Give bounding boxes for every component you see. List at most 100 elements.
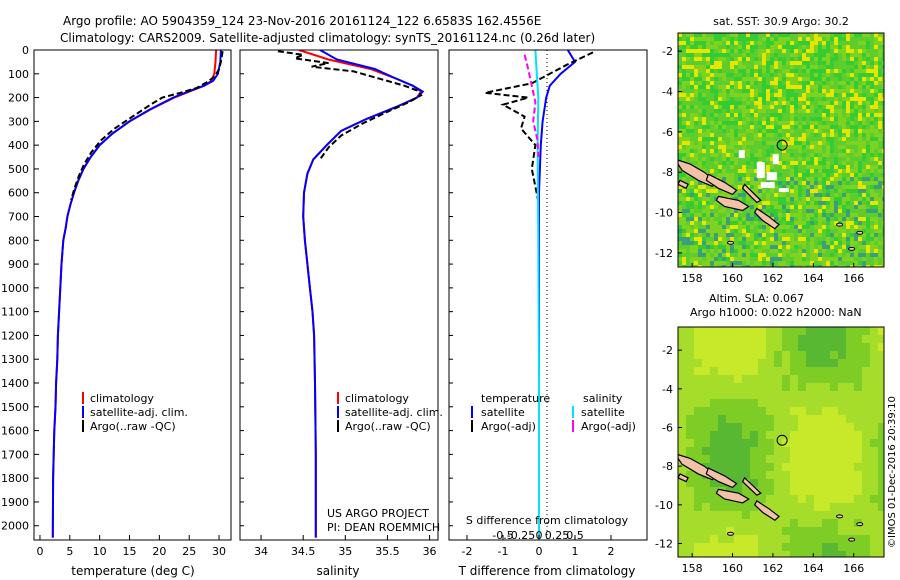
sst-cell	[862, 153, 866, 157]
sst-cell	[866, 149, 870, 153]
sst-cell	[678, 157, 682, 161]
sst-cell	[722, 49, 726, 53]
sst-cell	[802, 237, 806, 241]
sst-cell	[694, 69, 698, 73]
sst-cell	[694, 33, 698, 37]
sst-cell	[834, 237, 838, 241]
sst-cell	[870, 69, 874, 73]
sst-cell	[750, 65, 754, 69]
sst-cell	[778, 253, 782, 257]
sst-cell	[790, 249, 794, 253]
sst-cell	[814, 121, 818, 125]
sla-cell	[782, 399, 790, 407]
sst-cell	[682, 125, 686, 129]
sst-cell	[774, 137, 778, 141]
sst-cell	[690, 245, 694, 249]
sst-cell	[842, 265, 846, 267]
sla-cell	[790, 327, 798, 335]
sst-cell	[762, 145, 766, 149]
sst-cell	[862, 261, 866, 265]
sst-cell	[806, 173, 810, 177]
sst-cell	[726, 89, 730, 93]
sst-cell	[754, 137, 758, 141]
sst-cell	[798, 233, 802, 237]
sst-cell	[822, 57, 826, 61]
sst-cell	[726, 69, 730, 73]
sst-cell	[798, 85, 802, 89]
sst-cell	[866, 89, 870, 93]
sst-cell	[734, 169, 738, 173]
sst-cell	[814, 129, 818, 133]
sst-cell	[758, 89, 762, 93]
sla-cell	[694, 439, 702, 447]
sst-cell	[882, 37, 884, 41]
sst-cell	[738, 193, 742, 197]
sst-cell	[718, 217, 722, 221]
sst-cell	[710, 237, 714, 241]
sla-cell	[782, 479, 790, 487]
sla-islet	[836, 514, 844, 519]
sla-cell	[694, 503, 702, 511]
sla-cell	[782, 463, 790, 471]
sst-cell	[818, 177, 822, 181]
sla-cell	[830, 375, 838, 383]
sst-cell	[690, 189, 694, 193]
sst-cell	[738, 253, 742, 257]
sst-cell	[742, 189, 746, 193]
sst-cell	[682, 33, 686, 37]
sst-cell	[846, 217, 850, 221]
sla-cell	[870, 503, 878, 511]
sst-cell	[874, 125, 878, 129]
sst-cell	[822, 73, 826, 77]
sst-cell	[806, 93, 810, 97]
sst-argo-position-marker	[776, 139, 788, 151]
sla-cell	[870, 407, 878, 415]
sst-cell	[766, 241, 770, 245]
sst-cell	[766, 93, 770, 97]
sst-cell	[854, 49, 858, 53]
sst-cell	[738, 169, 742, 173]
sst-cell	[754, 37, 758, 41]
sst-cell	[822, 173, 826, 177]
sst-cell	[838, 113, 842, 117]
sst-cell	[778, 61, 782, 65]
sla-cell	[846, 383, 854, 391]
sst-cell	[786, 113, 790, 117]
sst-cell	[826, 93, 830, 97]
sla-cell	[838, 487, 846, 495]
sst-cell	[782, 77, 786, 81]
sst-cell	[818, 221, 822, 225]
sst-cell	[870, 217, 874, 221]
sla-cell	[854, 391, 862, 399]
sla-cell	[854, 399, 862, 407]
sst-cell	[710, 57, 714, 61]
sst-cell	[782, 81, 786, 85]
sst-cell	[766, 49, 770, 53]
sst-cell	[810, 205, 814, 209]
sst-cell	[722, 153, 726, 157]
sst-cell	[682, 249, 686, 253]
sst-cell	[694, 101, 698, 105]
depth-tick-label: 0	[22, 44, 29, 57]
sst-cell	[726, 253, 730, 257]
sst-cell	[766, 133, 770, 137]
sst-cell	[882, 121, 884, 125]
sst-cell	[750, 229, 754, 233]
sla-cell	[702, 367, 710, 375]
sst-cell	[706, 257, 710, 261]
sst-cell	[770, 205, 774, 209]
sst-cell	[854, 37, 858, 41]
sst-cell	[726, 133, 730, 137]
sst-cell	[702, 89, 706, 93]
sst-cell	[878, 193, 882, 197]
sla-cell	[870, 351, 878, 359]
sst-cell	[782, 209, 786, 213]
sst-cell	[806, 133, 810, 137]
sla-cell	[686, 503, 694, 511]
sst-cell	[794, 217, 798, 221]
sst-cell	[698, 213, 702, 217]
sst-cell	[766, 201, 770, 205]
sla-cell	[870, 463, 878, 471]
sst-cell	[778, 113, 782, 117]
sst-cell	[690, 257, 694, 261]
